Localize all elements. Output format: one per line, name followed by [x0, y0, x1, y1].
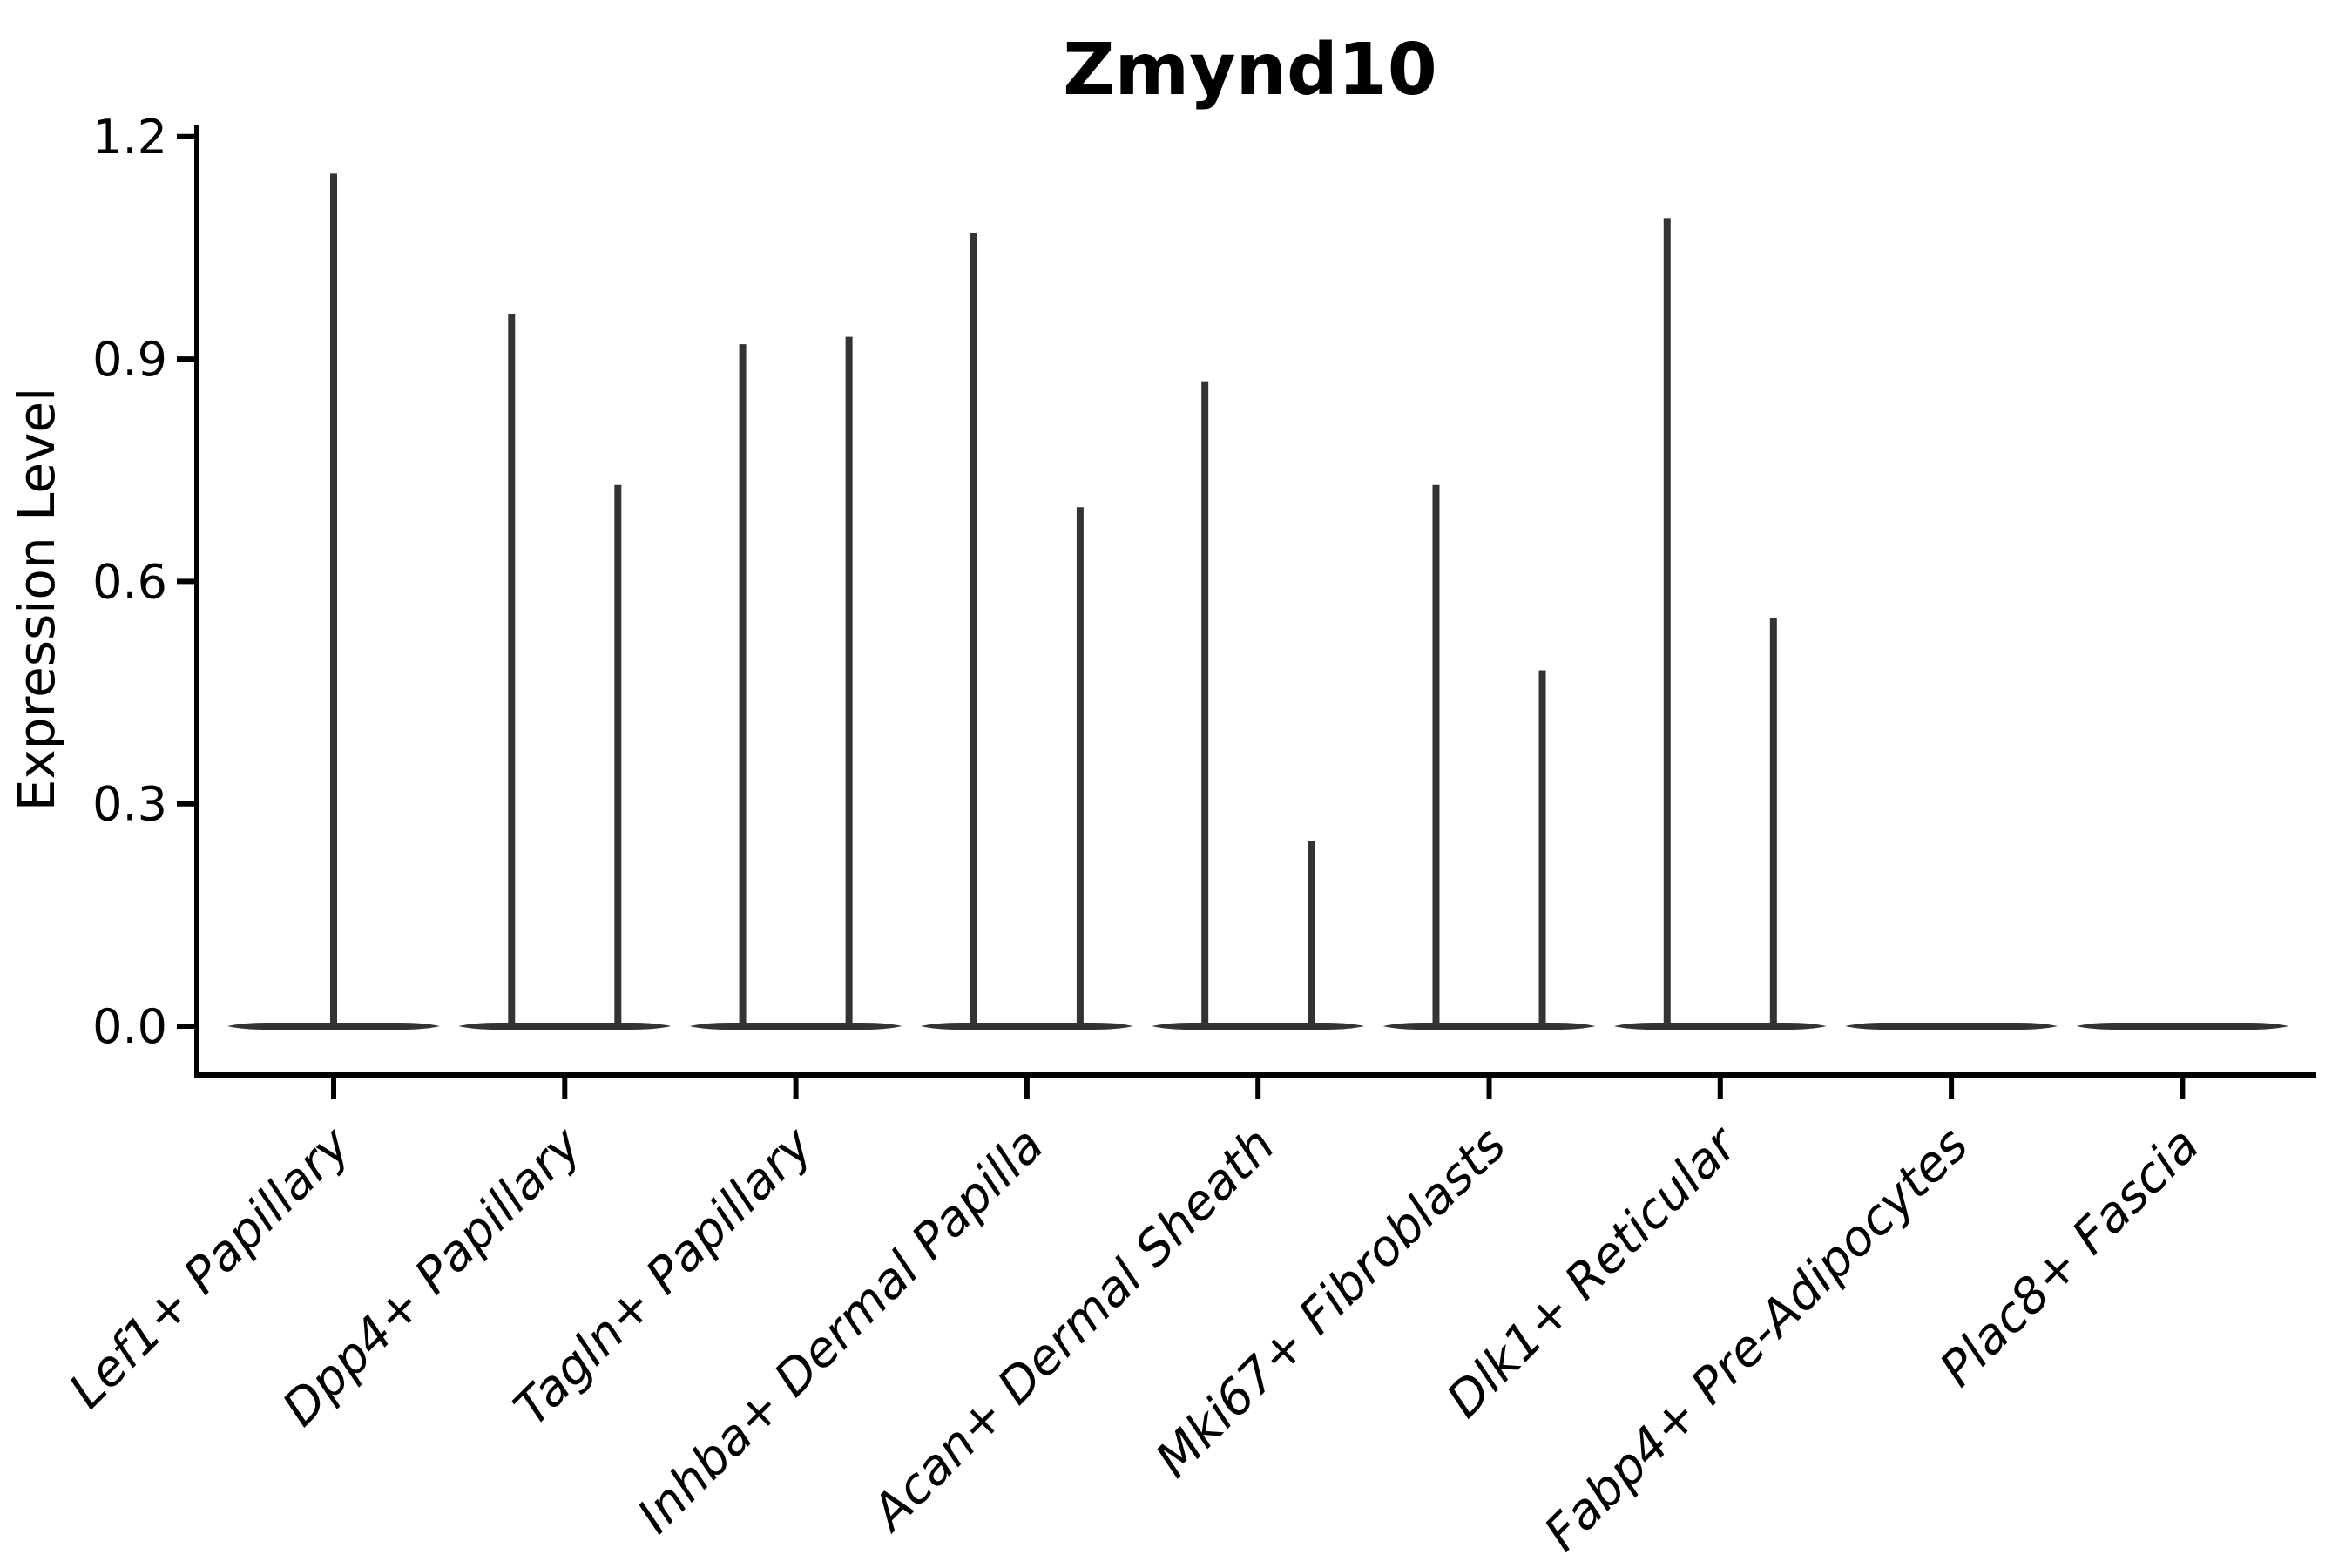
violin-base — [458, 1023, 672, 1030]
y-axis-ticks: 0.0 0.3 0.6 0.9 1.2 — [92, 110, 197, 1054]
violin-6 — [1382, 484, 1596, 1030]
violin-8 — [1845, 1023, 2058, 1030]
y-tick-label: 0.0 — [92, 999, 167, 1054]
chart-title: Zmynd10 — [1063, 29, 1437, 112]
violin-9 — [2076, 1023, 2289, 1030]
y-axis-label: Expression Level — [7, 388, 66, 811]
violin-1 — [226, 173, 441, 1030]
x-tick-label: Fabp4+ Pre-Adipocytes — [1534, 1117, 1979, 1562]
violin-base — [689, 1023, 902, 1030]
violin-base — [1613, 1023, 1827, 1030]
y-tick-label: 0.3 — [92, 777, 167, 832]
violins — [226, 173, 2289, 1030]
violin-4 — [920, 233, 1133, 1030]
y-tick-label: 0.9 — [92, 332, 167, 387]
violin-base — [1382, 1023, 1596, 1030]
x-tick-label: Inhba+ Dermal Papilla — [627, 1117, 1055, 1544]
violin-base — [1845, 1023, 2058, 1030]
violin-2 — [458, 314, 672, 1030]
violin-base — [920, 1023, 1133, 1030]
violin-base — [2076, 1023, 2289, 1030]
y-tick-label: 1.2 — [92, 110, 167, 165]
violin-7 — [1613, 218, 1827, 1030]
violin-base — [1152, 1023, 1365, 1030]
x-tick-label: Acan+ Dermal Sheath — [860, 1117, 1286, 1543]
violin-5 — [1152, 381, 1365, 1030]
y-tick-label: 0.6 — [92, 554, 167, 609]
violin-3 — [689, 336, 902, 1030]
axes-spines — [194, 125, 2316, 1078]
